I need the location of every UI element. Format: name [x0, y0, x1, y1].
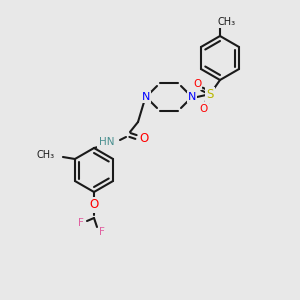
Text: N: N	[142, 92, 150, 102]
Text: F: F	[99, 227, 105, 237]
Text: O: O	[193, 79, 201, 89]
Text: S: S	[206, 88, 214, 101]
Text: F: F	[78, 218, 84, 228]
Text: O: O	[89, 199, 99, 212]
Text: N: N	[188, 92, 196, 102]
Text: O: O	[140, 133, 148, 146]
Text: HN: HN	[98, 137, 114, 147]
Text: CH₃: CH₃	[37, 150, 55, 160]
Text: O: O	[200, 104, 208, 114]
Text: CH₃: CH₃	[218, 17, 236, 27]
